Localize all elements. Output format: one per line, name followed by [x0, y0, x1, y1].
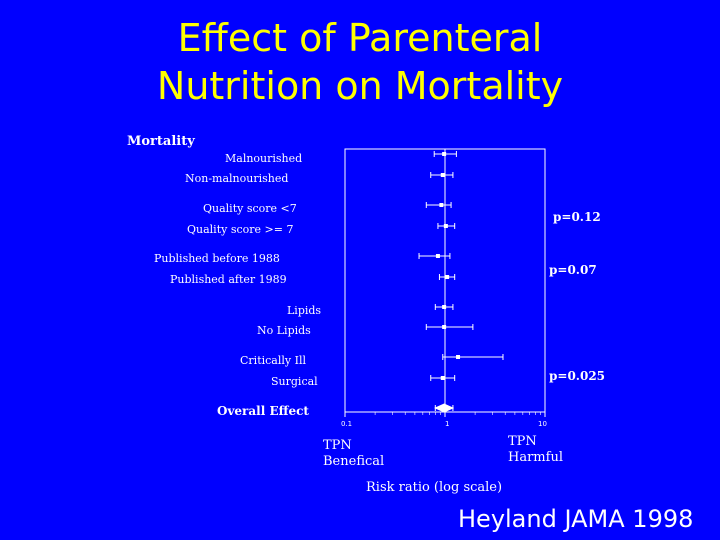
point-estimate-no-lipids — [442, 325, 447, 329]
point-estimate-non-malnourished — [440, 173, 445, 177]
annotation-left-line-2: Benefical — [323, 454, 385, 469]
row-label-surgical: Surgical — [271, 375, 318, 388]
row-label-non-malnourished: Non-malnourished — [185, 172, 289, 185]
x-tick-label-10: 10 — [538, 420, 547, 428]
slide-title-line-2: Nutrition on Mortality — [156, 64, 564, 108]
point-estimate-lipids — [442, 305, 447, 309]
p-value-quality: p=0.12 — [553, 210, 601, 224]
annotation-tpn-beneficial: TPN Benefical — [323, 438, 384, 470]
point-estimate-critically-ill — [456, 355, 461, 359]
x-axis-label: Risk ratio (log scale) — [366, 480, 503, 495]
row-label-overall-effect: Overall Effect — [217, 404, 309, 418]
row-label-published-before: Published before 1988 — [154, 252, 280, 265]
point-estimate-malnourished — [442, 152, 447, 156]
p-value-publication: p=0.07 — [549, 263, 597, 277]
slide-title: Effect of Parenteral Nutrition on Mortal… — [0, 14, 720, 110]
row-label-quality-ge7: Quality score >= 7 — [187, 223, 294, 236]
row-label-quality-lt7: Quality score <7 — [203, 202, 297, 215]
p-value-population: p=0.025 — [549, 369, 606, 383]
row-label-critically-ill: Critically Ill — [240, 354, 306, 367]
annotation-right-line-1: TPN — [508, 434, 537, 449]
row-label-malnourished: Malnourished — [225, 152, 303, 165]
point-estimate-overall-effect — [434, 403, 455, 413]
point-estimate-quality-score-7 — [439, 203, 444, 207]
chart-title: Mortality — [127, 134, 195, 149]
x-tick-label-1: 1 — [445, 420, 450, 428]
point-estimate-quality-score-7 — [443, 224, 448, 228]
annotation-left-line-1: TPN — [323, 438, 352, 453]
row-label-no-lipids: No Lipids — [257, 324, 311, 337]
x-tick-label-0.1: 0.1 — [341, 420, 353, 428]
point-estimate-published-before-1988 — [435, 254, 440, 258]
annotation-tpn-harmful: TPN Harmful — [508, 434, 563, 466]
point-estimate-published-after-1989 — [445, 275, 450, 279]
row-label-published-after: Published after 1989 — [170, 273, 287, 286]
slide-title-line-1: Effect of Parenteral — [177, 16, 543, 60]
point-estimate-surgical — [440, 376, 445, 380]
annotation-right-line-2: Harmful — [508, 450, 563, 465]
row-label-lipids: Lipids — [287, 304, 322, 317]
citation: Heyland JAMA 1998 — [458, 505, 694, 533]
